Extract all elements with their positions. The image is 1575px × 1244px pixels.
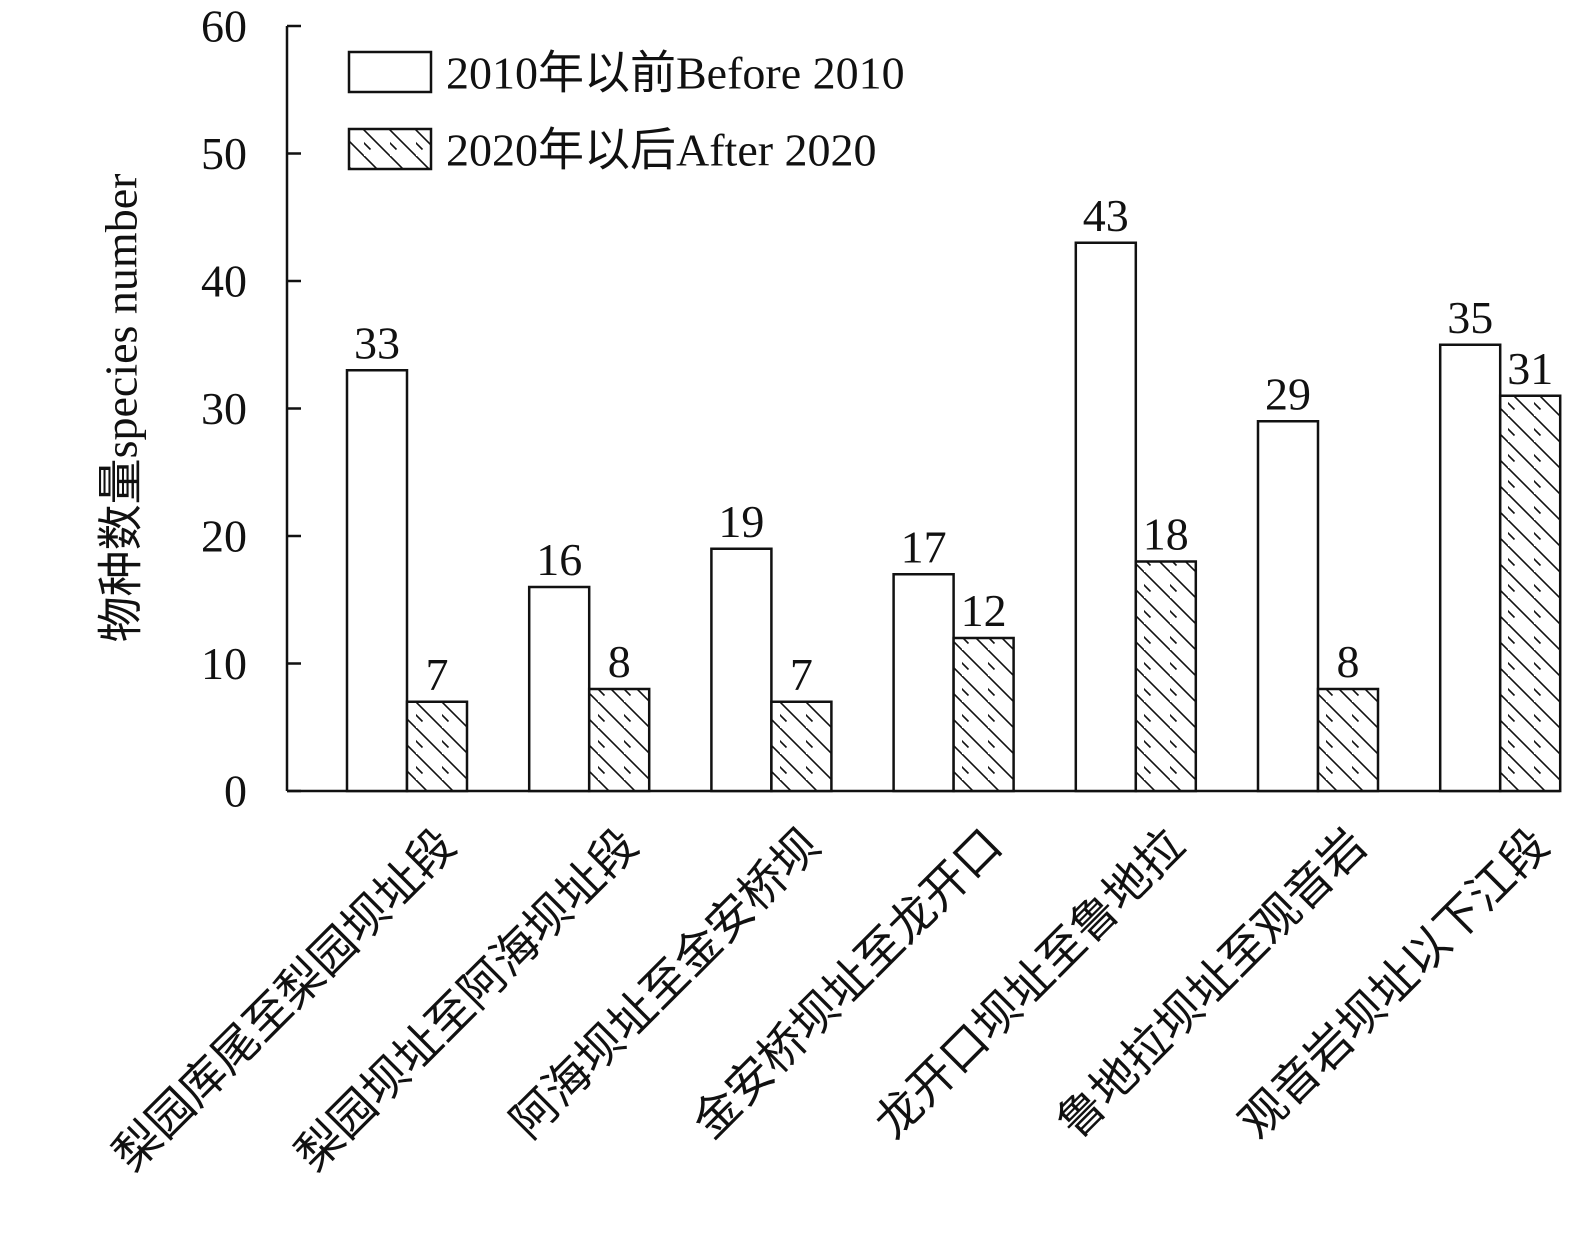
data-label: 29 xyxy=(1265,368,1311,419)
legend-label: 2020年以后After 2020 xyxy=(446,125,877,176)
data-label: 18 xyxy=(1143,509,1189,560)
data-label: 16 xyxy=(536,534,582,585)
legend: 2010年以前Before 2010 2020年以后After 2020 xyxy=(347,48,905,176)
x-category-label: 梨园库尾至梨园坝址段 xyxy=(104,819,465,1180)
y-tick-label: 30 xyxy=(201,383,247,434)
bar-group: 19 7 xyxy=(710,496,833,793)
bar-after-2020 xyxy=(770,700,833,793)
bar-group: 35 31 xyxy=(1438,292,1562,793)
bar-group: 33 7 xyxy=(345,317,469,793)
bar-after-2020 xyxy=(405,700,469,793)
x-category-label: 观音岩坝址以下江段 xyxy=(1230,819,1559,1148)
bar-after-2020 xyxy=(587,687,651,793)
bar-before-2010 xyxy=(1438,343,1502,793)
bar-before-2010 xyxy=(710,547,773,793)
bar-before-2010 xyxy=(1074,241,1138,793)
bar-after-2020 xyxy=(952,636,1015,793)
y-tick-label: 20 xyxy=(201,511,247,562)
data-label: 8 xyxy=(1337,636,1360,687)
bar-group: 43 18 xyxy=(1074,190,1198,793)
bar-group: 16 8 xyxy=(527,534,651,793)
bar-after-2020 xyxy=(1316,687,1380,793)
axes: 0 10 20 30 40 50 60 xyxy=(201,1,1560,817)
bar-before-2010 xyxy=(527,585,591,793)
x-category-label: 阿海坝址至金安桥坝 xyxy=(501,819,830,1148)
legend-swatch-after-2020 xyxy=(347,127,433,171)
data-label: 19 xyxy=(718,496,764,547)
data-label: 7 xyxy=(426,649,449,700)
y-axis-title: 物种数量species number xyxy=(96,174,147,643)
x-category-label: 梨园坝址至阿海坝址段 xyxy=(286,819,647,1180)
data-label: 7 xyxy=(790,649,813,700)
data-label: 31 xyxy=(1507,343,1553,394)
data-label: 8 xyxy=(608,636,631,687)
x-category-label: 金安桥坝址至龙开口 xyxy=(683,819,1012,1148)
bar-before-2010 xyxy=(892,573,955,793)
data-label: 33 xyxy=(354,317,400,368)
bar-before-2010 xyxy=(345,369,409,793)
x-category-label: 龙开口坝址至鲁地拉 xyxy=(865,819,1194,1148)
y-tick-label: 40 xyxy=(201,256,247,307)
x-category-label: 鲁地拉坝址至观音岩 xyxy=(1047,819,1376,1148)
bars: 337梨园库尾至梨园坝址段168梨园坝址至阿海坝址段197阿海坝址至金安桥坝17… xyxy=(104,190,1562,1181)
bar-after-2020 xyxy=(1498,394,1562,793)
y-tick-label: 0 xyxy=(224,766,247,817)
bar-after-2020 xyxy=(1134,560,1198,793)
data-label: 35 xyxy=(1447,292,1493,343)
data-label: 43 xyxy=(1083,190,1129,241)
y-tick-label: 10 xyxy=(201,638,247,689)
legend-label: 2010年以前Before 2010 xyxy=(446,48,905,99)
bar-group: 29 8 xyxy=(1256,368,1380,793)
y-tick-label: 60 xyxy=(201,1,247,52)
data-label: 12 xyxy=(961,585,1007,636)
y-tick-label: 50 xyxy=(201,128,247,179)
bar-before-2010 xyxy=(1256,420,1320,793)
data-label: 17 xyxy=(901,521,947,572)
legend-swatch-before-2010 xyxy=(347,50,433,94)
